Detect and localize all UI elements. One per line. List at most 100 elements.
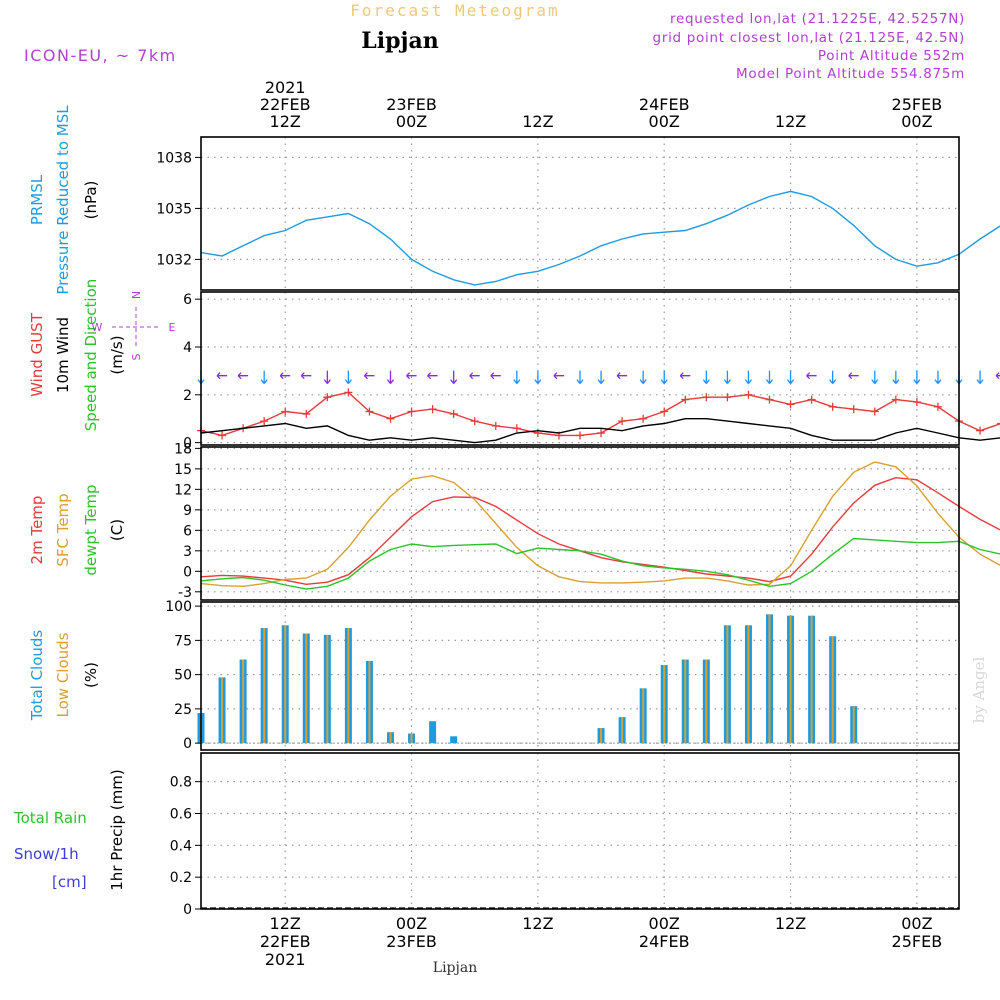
ylabel-pressure-1: Pressure Reduced to MSL — [54, 105, 72, 295]
gust-marker-28 — [786, 400, 795, 409]
ylabel-clouds-1: Low Clouds — [54, 632, 72, 717]
series-temperature-2 — [200, 537, 1000, 590]
ytick-label-temperature-4: 9 — [183, 503, 192, 519]
location-title: Lipjan — [361, 28, 438, 54]
ytick-label-temperature-6: 15 — [174, 462, 192, 478]
side-label-1: Snow/1h — [14, 845, 79, 863]
gust-marker-20 — [618, 417, 627, 426]
gust-marker-33 — [891, 395, 900, 404]
gust-marker-35 — [933, 402, 942, 411]
wind-barb-16 — [534, 370, 542, 385]
bottom-time-label-3-1: 24FEB — [639, 932, 690, 951]
compass-s: S — [130, 353, 143, 360]
series-temperature-1 — [200, 461, 1000, 588]
point-altitude: Point Altitude 552m — [818, 48, 965, 64]
bar-clouds-1-20 — [621, 717, 624, 744]
bar-clouds-1-30 — [831, 636, 834, 744]
bar-clouds-1-10 — [410, 733, 413, 744]
ytick-label-clouds-1: 25 — [174, 702, 192, 718]
bar-clouds-1-28 — [789, 615, 792, 744]
ylabel-temperature-0: 2m Temp — [28, 496, 46, 565]
gust-marker-21 — [639, 414, 648, 423]
wind-barb-5 — [300, 372, 312, 380]
series-pressure-0 — [200, 190, 1000, 286]
gridpoint-coords: grid point closest lon,lat (21.125E, 42.… — [653, 30, 965, 46]
gust-marker-26 — [744, 390, 753, 399]
wind-barb-24 — [702, 370, 710, 385]
bottom-time-label-2-0: 12Z — [522, 914, 553, 933]
ytick-label-temperature-5: 12 — [174, 482, 192, 498]
ylabel-wind-0: Wind GUST — [28, 312, 46, 397]
ytick-label-wind-2: 4 — [183, 340, 192, 356]
axes-layer — [195, 136, 960, 910]
data-layer — [197, 190, 1000, 909]
ytick-label-precip-4: 0.8 — [170, 775, 192, 791]
gust-marker-8 — [365, 407, 374, 416]
bar-clouds-1-2 — [242, 659, 245, 744]
ytick-label-temperature-2: 3 — [183, 544, 192, 560]
ytick-label-clouds-2: 50 — [174, 668, 192, 684]
ytick-label-clouds-4: 100 — [165, 599, 192, 615]
side-label-2: [cm] — [52, 873, 87, 891]
ytick-label-precip-3: 0.6 — [170, 806, 192, 822]
bottom-time-label-5-1: 25FEB — [892, 932, 943, 951]
ytick-label-wind-3: 6 — [183, 292, 192, 308]
super-title: Forecast Meteogram — [350, 1, 559, 20]
wind-barb-26 — [744, 370, 752, 385]
gust-marker-34 — [912, 397, 921, 406]
series-wind-1 — [200, 418, 1000, 444]
compass-w: W — [92, 321, 103, 334]
series-temperature-0 — [200, 476, 1000, 586]
bar-clouds-1-9 — [389, 732, 392, 744]
wind-barb-1 — [216, 372, 228, 380]
gust-marker-24 — [702, 393, 711, 402]
wind-barb-18 — [576, 370, 584, 385]
panel-frame-precip — [200, 752, 960, 910]
ytick-label-temperature-7: 18 — [174, 441, 192, 457]
bottom-time-label-1-1: 23FEB — [386, 932, 437, 951]
panel-frame-clouds — [200, 601, 960, 751]
ytick-label-precip-1: 0.2 — [170, 870, 192, 886]
wind-barb-15 — [513, 370, 521, 385]
gust-marker-31 — [849, 405, 858, 414]
bar-clouds-1-29 — [810, 615, 813, 744]
wind-barb-32 — [871, 370, 879, 385]
wind-barb-2 — [237, 372, 249, 380]
wind-barb-38 — [995, 372, 1000, 380]
ylabel-clouds-2: (%) — [82, 662, 100, 688]
wind-barb-4 — [279, 372, 291, 380]
wind-barb-20 — [616, 372, 628, 380]
ylabel-wind-3: (m/s) — [108, 335, 126, 374]
wind-barb-23 — [679, 372, 691, 380]
wind-barb-37 — [976, 370, 984, 385]
ylabel-wind-1: 10m Wind — [54, 317, 72, 393]
bottom-time-label-3-0: 00Z — [649, 914, 680, 933]
gust-marker-4 — [281, 407, 290, 416]
wind-barb-27 — [765, 370, 774, 385]
ylabel-clouds-0: Total Clouds — [28, 630, 46, 722]
gust-marker-30 — [828, 402, 837, 411]
side-label-0: Total Rain — [13, 809, 87, 827]
bottom-time-label-4-0: 12Z — [775, 914, 806, 933]
bar-clouds-0-11 — [429, 721, 437, 744]
ylabel-wind-2: Speed and Direction — [82, 279, 100, 432]
bar-clouds-1-3 — [263, 628, 266, 744]
top-time-label-3-0: 24FEB — [639, 95, 690, 114]
series-wind-0 — [200, 391, 1000, 437]
ytick-label-temperature-1: 0 — [183, 564, 192, 580]
footer-location: Lipjan — [433, 960, 477, 976]
wind-barb-21 — [639, 370, 647, 385]
bottom-time-label-0-2: 2021 — [265, 950, 306, 969]
gust-marker-13 — [470, 417, 479, 426]
bottom-time-label-0-1: 22FEB — [260, 932, 311, 951]
bar-clouds-1-21 — [642, 688, 645, 744]
wind-barb-35 — [934, 370, 942, 385]
bottom-time-label-0-0: 12Z — [270, 914, 301, 933]
wind-barb-29 — [806, 372, 817, 380]
wind-barb-3 — [260, 370, 268, 385]
gust-marker-19 — [597, 429, 606, 438]
ytick-label-clouds-3: 75 — [174, 633, 192, 649]
gust-marker-1 — [218, 431, 227, 440]
bar-clouds-1-4 — [284, 625, 287, 744]
gust-marker-15 — [512, 424, 521, 433]
